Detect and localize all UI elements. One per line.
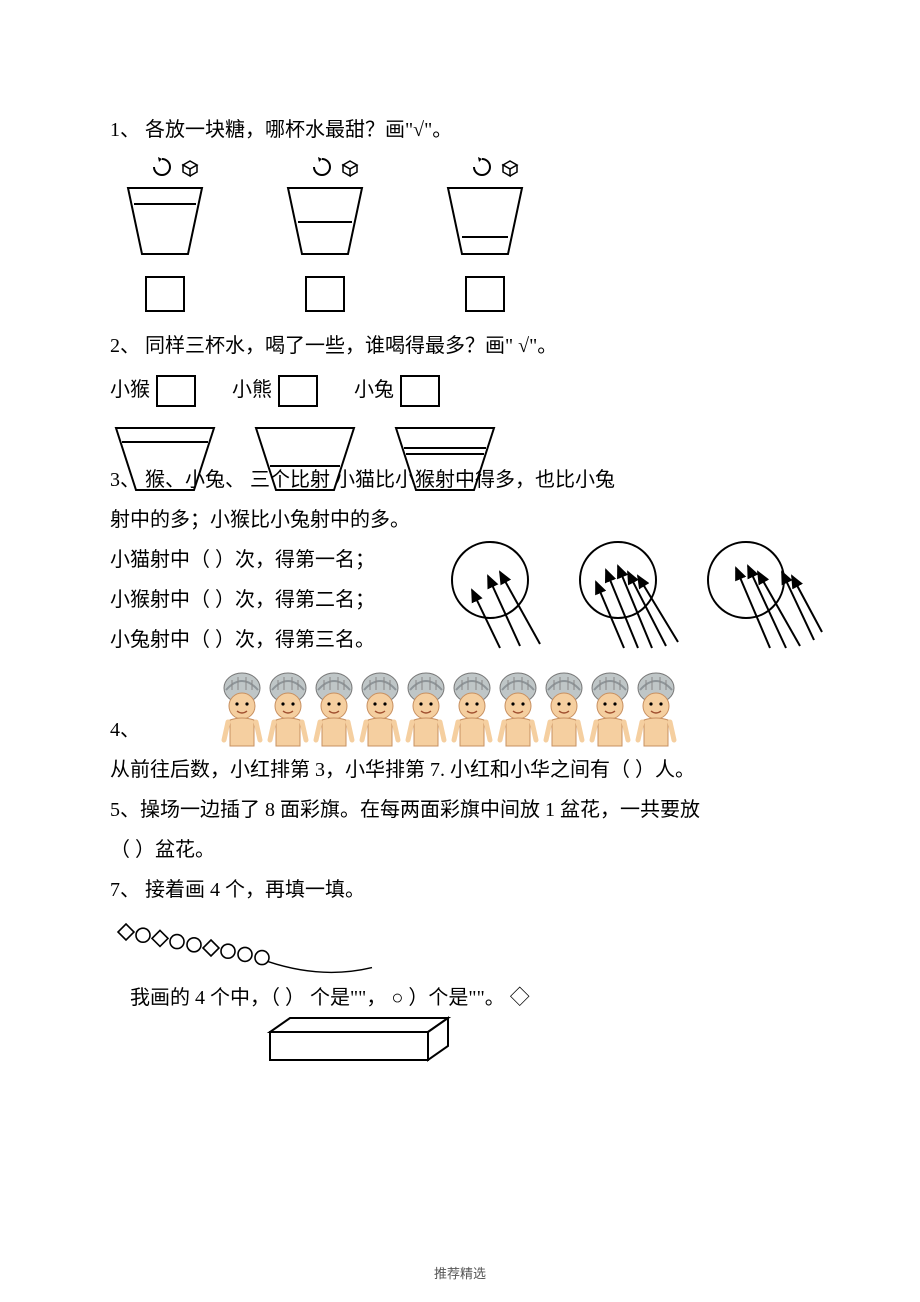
q2-label-2: 小熊 <box>232 379 272 401</box>
q5-text: 5、操场一边插了 8 面彩旗。在每两面彩旗中间放 1 盆花，一共要放 <box>110 790 810 830</box>
child-icon <box>542 670 586 750</box>
target-icon <box>696 536 826 656</box>
answer-box[interactable] <box>156 375 196 407</box>
page-footer: 推荐精选 <box>0 1263 920 1282</box>
q3-text-b: 射中的多；小猴比小兔射中的多。 <box>110 500 810 540</box>
q3-targets <box>440 536 826 656</box>
q4-prefix: 4、 <box>110 710 140 750</box>
q3-text-a: 3、 猴、小兔、 三个比射 小猫比小猴射中得多，也比小兔 <box>110 430 810 500</box>
cup-icon <box>280 182 370 260</box>
target-icon <box>568 536 688 656</box>
child-icon <box>496 670 540 750</box>
answer-box[interactable] <box>305 276 345 312</box>
q1-text: 1、 各放一块糖，哪杯水最甜？画"√"。 <box>110 110 810 150</box>
child-icon <box>312 670 356 750</box>
target-icon <box>440 536 560 656</box>
q2-text: 2、 同样三杯水，喝了一些，谁喝得最多？画" √"。 <box>110 326 810 366</box>
q1-cup-1 <box>120 156 210 312</box>
answer-box[interactable] <box>278 375 318 407</box>
q2-label-3: 小兔 <box>354 379 394 401</box>
child-icon <box>266 670 310 750</box>
answer-box[interactable] <box>400 375 440 407</box>
cup-icon <box>440 182 530 260</box>
q5-text2: （ ）盆花。 <box>110 830 810 870</box>
q7-line: 我画的 4 个中，（ ） 个是""， ○ ）个是""。 ◇ <box>130 978 810 1018</box>
q2-label-1: 小猴 <box>110 379 150 401</box>
q4-text: 从前往后数，小红排第 3，小华排第 7. 小红和小华之间有（ ）人。 <box>110 750 810 790</box>
q1-cup-2 <box>280 156 370 312</box>
sugar-cube-icon <box>499 157 521 179</box>
q4-children-row <box>220 670 678 750</box>
arrow-icon <box>467 156 497 180</box>
arrow-icon <box>147 156 177 180</box>
cuboid-icon <box>260 1014 810 1082</box>
child-icon <box>588 670 632 750</box>
answer-box[interactable] <box>145 276 185 312</box>
child-icon <box>358 670 402 750</box>
cup-icon <box>120 182 210 260</box>
sugar-cube-icon <box>339 157 361 179</box>
q7-text: 7、 接着画 4 个，再填一填。 <box>110 870 810 910</box>
sugar-cube-icon <box>179 157 201 179</box>
answer-box[interactable] <box>465 276 505 312</box>
q7-pattern <box>114 920 810 978</box>
child-icon <box>220 670 264 750</box>
q1-cups-row <box>120 156 810 312</box>
child-icon <box>634 670 678 750</box>
q2-labels: 小猴 小熊 小兔 <box>110 370 810 410</box>
child-icon <box>404 670 448 750</box>
q1-cup-3 <box>440 156 530 312</box>
child-icon <box>450 670 494 750</box>
arrow-icon <box>307 156 337 180</box>
